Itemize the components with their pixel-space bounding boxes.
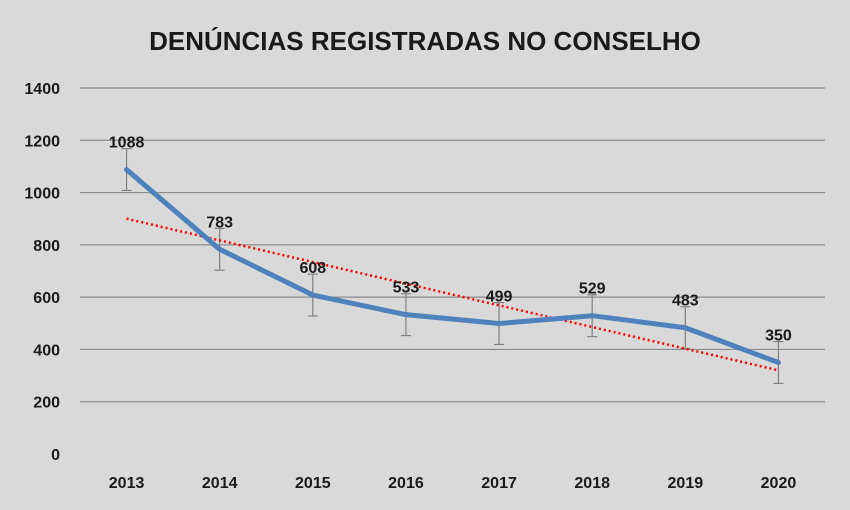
y-axis-ticks: 0 200 400 600 800 1000 1200 1400 bbox=[24, 81, 60, 464]
x-tick-label: 2019 bbox=[668, 475, 704, 492]
y-tick-label: 0 bbox=[51, 447, 60, 464]
trendline-group bbox=[126, 217, 779, 372]
y-tick-label: 400 bbox=[33, 342, 60, 359]
x-tick-label: 2020 bbox=[761, 475, 797, 492]
y-tick-label: 1400 bbox=[24, 81, 60, 98]
data-label: 483 bbox=[672, 293, 699, 310]
x-tick-label: 2017 bbox=[481, 475, 517, 492]
error-bars bbox=[121, 148, 784, 385]
data-labels: 1088 783 608 533 499 529 483 350 bbox=[109, 135, 792, 345]
x-tick-label: 2014 bbox=[202, 475, 238, 492]
trendline bbox=[126, 217, 779, 372]
chart-title: DENÚNCIAS REGISTRADAS NO CONSELHO bbox=[149, 26, 701, 56]
series-line bbox=[124, 167, 781, 365]
series-group bbox=[124, 167, 781, 365]
x-tick-label: 2016 bbox=[388, 475, 424, 492]
x-tick-label: 2013 bbox=[109, 475, 145, 492]
data-label: 783 bbox=[206, 214, 233, 231]
data-label: 608 bbox=[299, 260, 326, 277]
x-axis-ticks: 2013 2014 2015 2016 2017 2018 2019 2020 bbox=[109, 475, 797, 492]
y-tick-label: 1200 bbox=[24, 133, 60, 150]
data-label: 533 bbox=[393, 280, 420, 297]
x-tick-label: 2015 bbox=[295, 475, 331, 492]
y-tick-label: 200 bbox=[33, 395, 60, 412]
data-label: 350 bbox=[765, 328, 792, 345]
y-tick-label: 800 bbox=[33, 238, 60, 255]
gridlines bbox=[80, 87, 825, 403]
y-tick-label: 600 bbox=[33, 290, 60, 307]
data-label: 529 bbox=[579, 281, 606, 298]
data-label: 499 bbox=[486, 289, 513, 306]
y-tick-label: 1000 bbox=[24, 186, 60, 203]
x-tick-label: 2018 bbox=[574, 475, 610, 492]
data-label: 1088 bbox=[109, 135, 145, 152]
